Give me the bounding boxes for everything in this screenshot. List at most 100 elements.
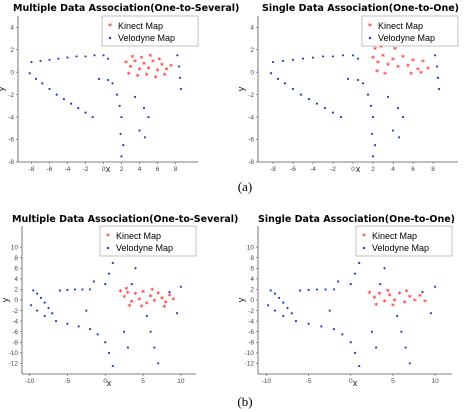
x-axis-label: x	[353, 378, 358, 388]
data-point	[32, 289, 35, 292]
x-tick-label: -2	[330, 166, 336, 173]
data-point	[346, 77, 350, 80]
y-tick-label: 4	[10, 24, 14, 31]
data-point	[315, 288, 319, 291]
data-point	[57, 57, 60, 60]
y-tick-label: -10	[245, 350, 255, 357]
data-point: *	[421, 58, 425, 67]
data-point	[157, 362, 160, 365]
data-point: *	[413, 297, 417, 306]
data-point	[84, 111, 87, 114]
data-point: *	[145, 72, 149, 81]
y-axis-label: y	[236, 297, 246, 302]
x-tick-label: -6	[290, 166, 296, 173]
data-point	[120, 155, 123, 158]
data-point	[331, 111, 335, 114]
data-point: *	[133, 291, 137, 300]
data-point: *	[145, 300, 149, 309]
chart-panel: Multiple Data Association(One-to-Several…	[0, 214, 238, 388]
data-point: *	[383, 298, 387, 307]
data-point: *	[401, 54, 405, 63]
data-point	[294, 320, 298, 323]
data-point	[332, 288, 336, 291]
legend-box	[99, 225, 197, 257]
y-tick-label: 10	[247, 244, 255, 251]
data-point	[130, 283, 133, 286]
data-point: *	[165, 66, 169, 75]
data-point: *	[137, 296, 141, 305]
y-tick-label: -4	[248, 318, 254, 325]
data-point: *	[393, 297, 397, 306]
data-point: *	[379, 43, 383, 52]
y-tick-label: -8	[248, 159, 254, 166]
legend-label: Kinect Map	[378, 21, 423, 31]
data-point: *	[148, 52, 152, 61]
data-point	[324, 288, 327, 291]
data-point	[147, 115, 150, 119]
data-point	[43, 314, 46, 317]
data-point: *	[375, 68, 379, 77]
data-point	[267, 304, 270, 307]
legend-marker	[362, 246, 366, 250]
data-point: *	[139, 55, 143, 64]
data-point	[48, 87, 51, 91]
series-kinect-map: ********************	[124, 52, 173, 82]
data-point: *	[124, 285, 128, 294]
data-point	[43, 301, 46, 304]
data-point	[126, 346, 130, 349]
data-point	[374, 346, 378, 349]
chart-panel: Single Data Association(One-to-One) -10 -5…	[236, 214, 455, 388]
data-point: *	[388, 292, 392, 301]
y-tick-label: 4	[250, 276, 254, 283]
x-tick-label: -2	[83, 166, 89, 173]
data-point	[434, 285, 437, 288]
data-point	[283, 82, 287, 85]
legend-marker	[108, 36, 112, 40]
data-point	[433, 54, 437, 57]
series-kinect-map: ********************	[118, 285, 175, 312]
y-tick-label: 0	[10, 69, 14, 76]
y-tick-label: 4	[250, 24, 254, 31]
legend-box	[361, 15, 459, 47]
data-point	[118, 104, 121, 107]
data-point	[92, 280, 95, 283]
data-point	[371, 155, 375, 158]
x-axis-label: x	[356, 164, 361, 174]
legend-marker	[368, 36, 372, 40]
y-tick-label: -12	[245, 361, 255, 368]
data-point	[358, 364, 361, 368]
data-point	[358, 261, 361, 265]
data-point	[55, 93, 58, 96]
data-point	[351, 54, 355, 57]
x-tick-label: -5	[65, 378, 71, 385]
data-point: *	[377, 291, 381, 300]
data-point	[138, 129, 141, 132]
data-point: *	[381, 52, 385, 61]
data-point	[436, 76, 440, 79]
data-point: *	[408, 293, 412, 302]
data-point	[386, 95, 390, 98]
x-tick-label: -6	[47, 166, 53, 173]
chart-panel: Multiple Data Association(One-to-Several…	[0, 3, 239, 174]
data-point	[379, 283, 382, 286]
data-point	[429, 312, 433, 315]
data-point	[120, 115, 123, 119]
data-point	[269, 72, 273, 75]
y-axis-label: y	[0, 297, 10, 302]
data-point	[369, 104, 373, 107]
data-point	[85, 309, 88, 312]
data-point	[373, 144, 377, 147]
data-point	[30, 60, 33, 64]
y-tick-label: 0	[14, 297, 18, 304]
data-point: *	[423, 298, 427, 307]
data-point	[370, 132, 374, 136]
data-point	[307, 288, 310, 292]
data-point	[437, 87, 441, 91]
data-point	[370, 330, 373, 333]
data-point	[307, 98, 311, 101]
data-point: *	[151, 58, 155, 67]
y-tick-label: -4	[8, 114, 14, 121]
data-point	[179, 285, 182, 288]
data-point	[307, 322, 310, 325]
data-point	[290, 312, 293, 315]
